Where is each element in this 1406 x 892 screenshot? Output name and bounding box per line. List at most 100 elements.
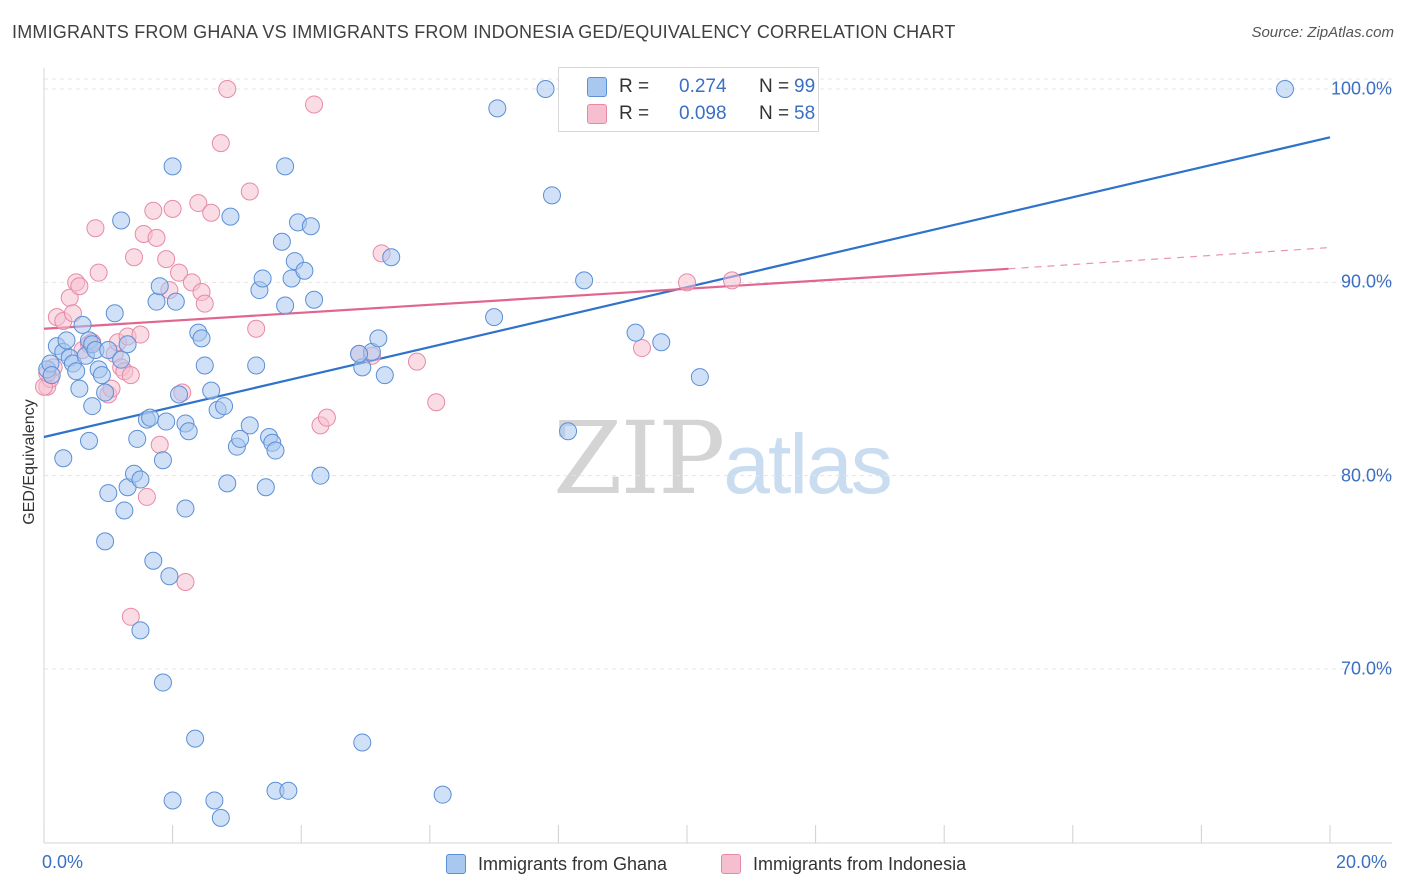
ghana-point: [279, 781, 298, 800]
ghana-point: [131, 470, 150, 489]
ghana-r-value: 0.274: [679, 76, 727, 97]
ghana-legend-swatch: [446, 854, 466, 874]
ghana-point: [131, 621, 150, 640]
indonesia-point: [218, 80, 237, 98]
indonesia-point: [407, 352, 426, 371]
ghana-point: [54, 449, 73, 468]
ghana-point: [179, 422, 198, 441]
ghana-point: [652, 333, 671, 352]
ghana-point: [218, 474, 237, 493]
ghana-point: [163, 791, 182, 810]
ghana-point: [301, 217, 320, 236]
x-tick-max: 20.0%: [1336, 852, 1388, 872]
indonesia-r-value: 0.098: [679, 103, 727, 124]
indonesia-point: [131, 325, 150, 344]
ghana-point: [215, 397, 234, 416]
ghana-point: [70, 379, 89, 398]
ghana-point: [369, 329, 388, 348]
indonesia-point: [63, 304, 82, 323]
bottom-legend-indonesia[interactable]: Immigrants from Indonesia: [721, 852, 966, 876]
ghana-point: [221, 207, 240, 226]
indonesia-point: [678, 273, 696, 292]
ghana-point: [1275, 80, 1294, 98]
ghana-point: [690, 368, 709, 387]
indonesia-n-value: 58: [794, 103, 816, 124]
ghana-point: [295, 261, 314, 280]
ghana-point: [231, 429, 250, 448]
indonesia-point: [86, 219, 105, 238]
indonesia-point: [723, 271, 742, 290]
indonesia-point: [305, 95, 324, 114]
ghana-point: [73, 315, 92, 334]
ghana-point: [559, 422, 578, 441]
ghana-point: [311, 466, 330, 485]
ghana-point: [115, 501, 134, 520]
indonesia-point: [89, 263, 108, 282]
gridlines: [44, 78, 1392, 670]
ghana-point: [205, 791, 224, 810]
ghana-point: [112, 211, 131, 230]
y-tick-label: 80.0%: [1340, 465, 1392, 486]
indonesia-legend-swatch: [721, 854, 741, 874]
watermark-atlas: atlas: [723, 417, 892, 511]
axes: [43, 68, 1392, 844]
ghana-point: [67, 362, 86, 381]
ghana-points: [38, 80, 1294, 827]
indonesia-point: [147, 228, 166, 247]
ghana-point: [266, 441, 285, 460]
indonesia-point: [150, 435, 169, 454]
ghana-swatch: [587, 77, 607, 97]
ghana-point: [536, 80, 555, 98]
watermark-zip: ZIP: [553, 400, 725, 517]
ghana-point: [575, 271, 594, 290]
ghana-point: [176, 499, 195, 518]
indonesia-point: [157, 250, 176, 269]
indonesia-point: [240, 182, 259, 201]
ghana-point: [147, 292, 166, 311]
ghana-point: [272, 232, 291, 251]
ghana-point: [350, 344, 369, 363]
ghana-point: [382, 248, 401, 267]
ghana-point: [83, 397, 102, 416]
ghana-point: [247, 356, 266, 375]
ghana-point: [256, 478, 275, 497]
ghana-point: [99, 341, 118, 359]
ghana-point: [141, 408, 160, 427]
indonesia-swatch: [587, 104, 607, 124]
indonesia-trend-extension: [1008, 246, 1331, 270]
ghana-point: [186, 729, 205, 748]
ghana-point: [105, 304, 124, 323]
ghana-point: [96, 383, 115, 402]
indonesia-n-label: N =: [759, 103, 790, 124]
indonesia-point: [121, 607, 140, 626]
watermark: ZIPatlas: [553, 400, 893, 517]
ghana-point: [112, 350, 131, 369]
ghana-point: [80, 431, 99, 450]
indonesia-point: [189, 194, 208, 213]
indonesia-points: [35, 80, 742, 626]
ghana-point: [211, 808, 230, 827]
ghana-point: [99, 484, 118, 503]
x-tick-min: 0.0%: [42, 852, 84, 872]
ghana-point: [160, 567, 179, 586]
ghana-point: [166, 292, 185, 311]
indonesia-point: [317, 408, 336, 427]
ghana-legend-label: Immigrants from Ghana: [478, 853, 668, 874]
indonesia-legend-label: Immigrants from Indonesia: [753, 853, 967, 874]
indonesia-point: [163, 199, 182, 218]
ghana-point: [92, 366, 111, 385]
ghana-point: [144, 551, 163, 570]
ghana-r-label: R =: [619, 76, 650, 97]
indonesia-trend-line: [43, 267, 1009, 330]
ghana-point: [276, 296, 295, 315]
ghana-point: [118, 335, 137, 354]
ghana-point: [192, 329, 211, 348]
indonesia-point: [121, 366, 140, 385]
ghana-point: [57, 331, 76, 350]
ghana-point: [253, 269, 272, 288]
ghana-point: [170, 385, 189, 404]
ghana-point: [542, 186, 561, 205]
ghana-point: [305, 290, 324, 309]
bottom-legend-ghana[interactable]: Immigrants from Ghana: [446, 852, 667, 876]
